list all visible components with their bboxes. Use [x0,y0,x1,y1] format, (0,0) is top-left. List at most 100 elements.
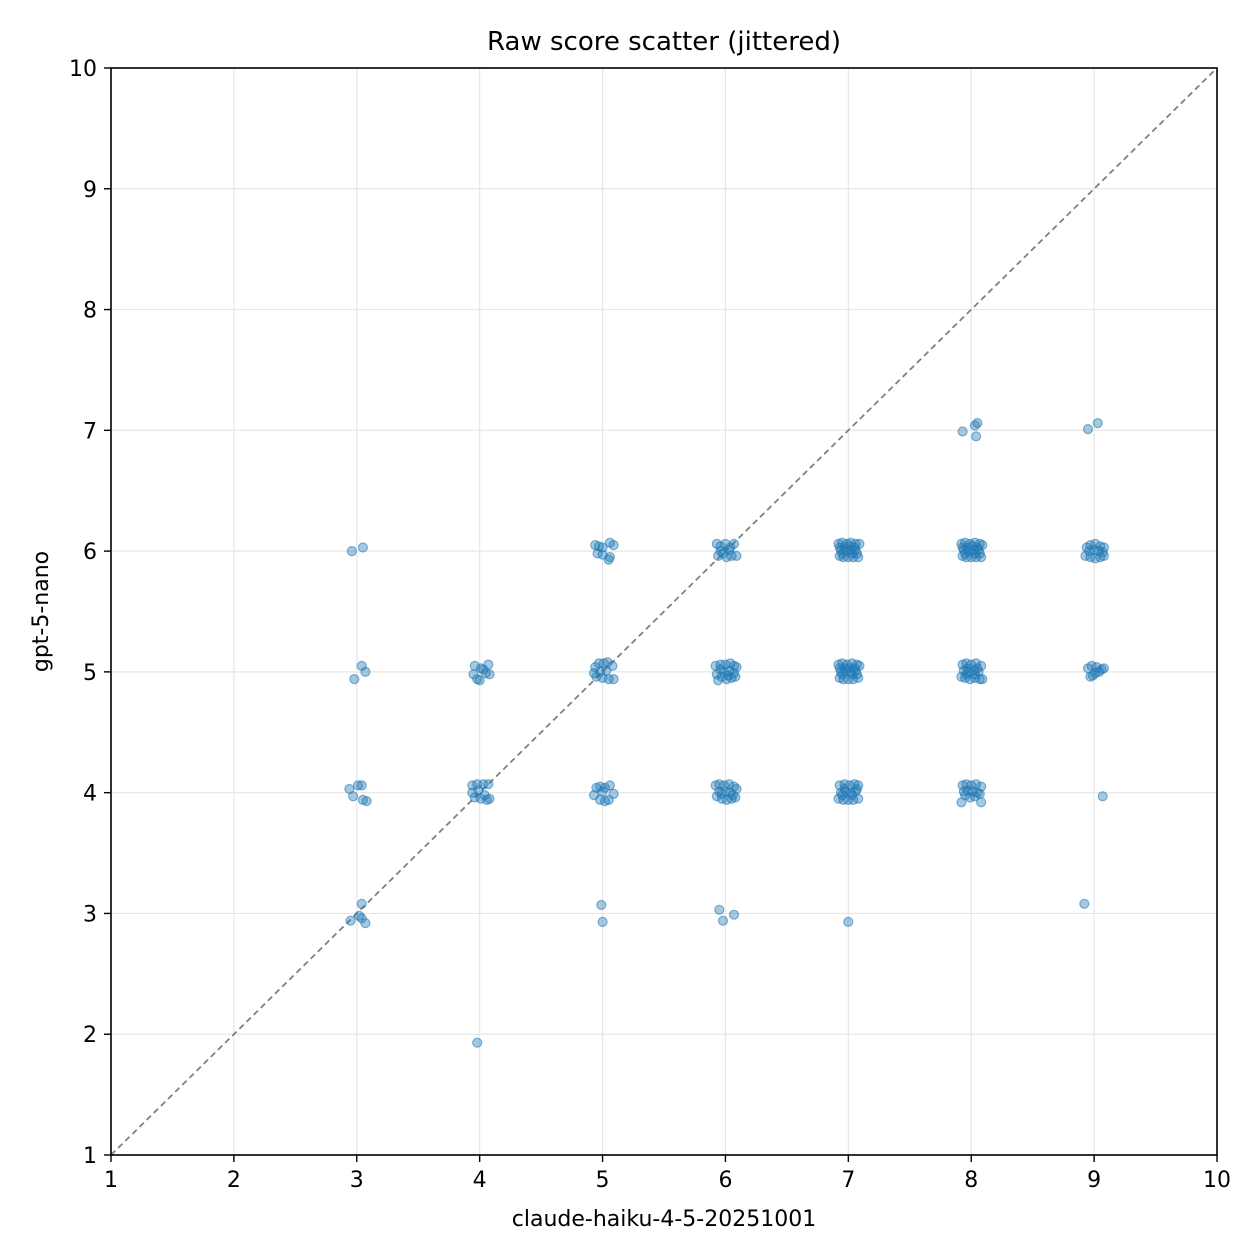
data-point [603,554,614,565]
y-tick-label: 1 [83,1144,97,1169]
data-point [608,539,619,551]
data-point [851,783,863,795]
data-point [957,542,968,553]
data-point [356,898,367,909]
data-point [849,663,860,674]
data-point [843,916,854,928]
data-point [715,545,726,557]
x-tick-label: 6 [718,1168,732,1193]
y-axis-ticks: 1 2 3 4 5 6 7 8 9 10 [69,57,111,1169]
x-tick-label: 5 [596,1168,610,1193]
data-point [972,787,983,798]
data-point [483,779,494,790]
data-point [972,663,983,674]
data-point [834,542,845,553]
y-tick-label: 10 [69,57,97,82]
data-point [970,431,982,442]
data-point [1091,661,1102,673]
data-point [604,780,616,791]
data-point [597,786,608,797]
x-axis-ticks: 1 2 3 4 5 6 7 8 9 10 [104,1155,1231,1193]
data-point [1079,898,1090,909]
chart-title: Raw score scatter (jittered) [487,27,841,57]
data-point [715,664,726,675]
x-axis-label: claude-haiku-4-5-20251001 [512,1207,816,1232]
data-point [837,789,848,801]
data-point [601,665,612,676]
data-point [961,669,972,680]
y-tick-label: 4 [83,782,97,807]
data-point [975,797,987,808]
y-tick-label: 6 [83,540,97,565]
data-point [474,675,485,686]
data-point [588,667,600,679]
data-point [1097,791,1108,802]
data-point [957,426,968,437]
x-tick-label: 3 [350,1168,364,1193]
data-point [596,899,607,911]
y-axis-label: gpt-5-nano [29,551,54,672]
y-tick-label: 5 [83,661,97,686]
data-point [361,795,372,807]
x-tick-label: 9 [1087,1168,1101,1193]
data-points [344,418,1110,1048]
plot-frame [110,67,1218,1156]
data-point [728,909,740,920]
data-point [727,789,738,801]
data-point [1097,547,1108,558]
data-point [349,673,360,685]
x-tick-label: 4 [473,1168,487,1193]
y-tick-label: 7 [83,419,97,444]
y-tick-label: 2 [83,1023,97,1048]
x-tick-label: 7 [841,1168,855,1193]
data-point [851,548,863,559]
data-point [717,915,729,926]
reference-line [110,67,1218,1156]
data-point [346,545,357,557]
data-point [360,917,371,929]
data-point [851,669,863,680]
y-tick-label: 3 [83,902,97,927]
data-point [484,669,495,680]
data-point [1092,418,1103,429]
data-point [360,666,371,678]
data-point [959,548,971,559]
data-point [972,542,983,553]
data-point [467,787,478,798]
data-point [837,548,848,559]
data-point [728,667,740,679]
data-point [731,550,742,562]
data-point [958,786,969,797]
data-point [716,788,727,800]
data-point [472,1037,483,1048]
data-point [479,789,490,801]
data-point [723,544,735,556]
data-point [1087,670,1099,681]
data-point [839,783,850,795]
data-point [837,669,848,680]
y-tick-label: 8 [83,299,97,324]
y-tick-label: 9 [83,178,97,203]
x-tick-label: 1 [104,1168,118,1193]
data-point [1082,424,1094,435]
data-point [714,904,725,915]
data-point [597,916,608,928]
data-point [722,670,734,681]
data-point [348,791,359,802]
diagonal-line [110,67,1218,1156]
data-point [711,791,722,802]
x-tick-label: 10 [1203,1168,1231,1193]
data-point [356,780,367,791]
data-point [608,673,619,685]
data-point [608,788,619,800]
data-point [834,663,845,674]
data-point [974,548,985,559]
data-point [345,915,356,926]
data-point [475,663,486,674]
data-point [849,542,860,553]
x-tick-label: 8 [964,1168,978,1193]
x-tick-label: 2 [227,1168,241,1193]
data-point [352,780,364,791]
